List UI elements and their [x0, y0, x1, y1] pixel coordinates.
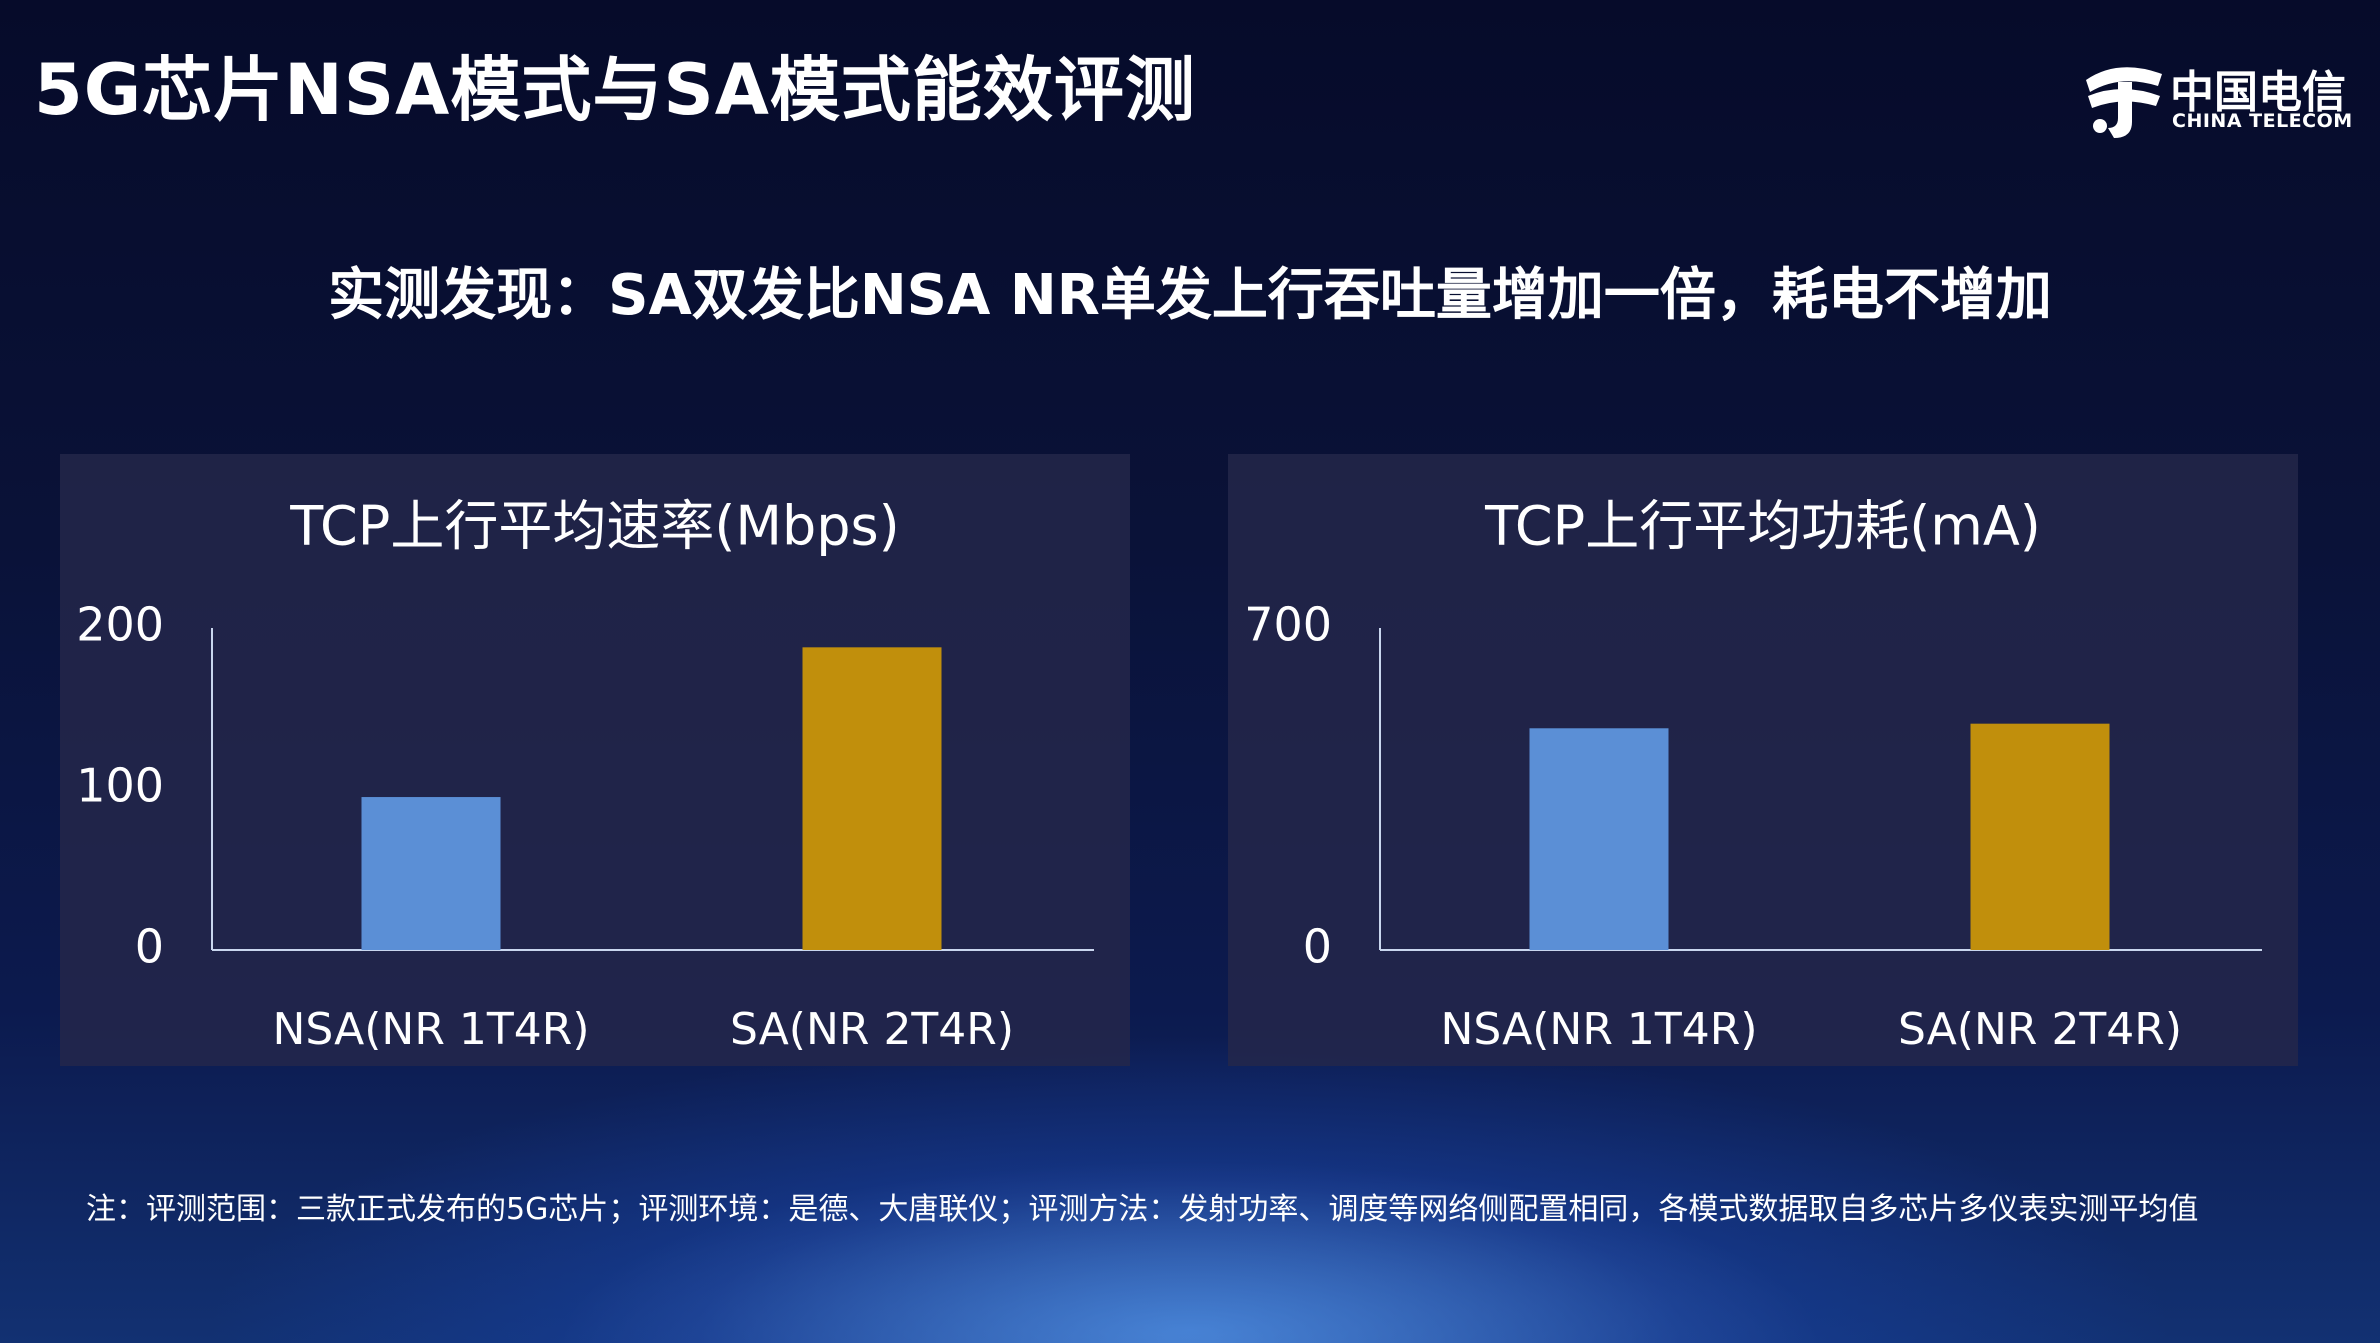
chart-panel-throughput: TCP上行平均速率(Mbps) 0 100 200 NSA(NR 1T4R) SA(NR …	[60, 454, 1130, 1066]
throughput-chart: TCP上行平均速率(Mbps) 0 100 200 NSA(NR 1T4R) SA(NR …	[76, 495, 1094, 1055]
bar-sa	[802, 647, 942, 950]
slide-title: 5G芯片NSA模式与SA模式能效评测	[34, 49, 1196, 131]
y-tick-label: 100	[76, 759, 164, 813]
bar-sa	[1970, 723, 2110, 950]
x-category-label: SA(NR 2T4R)	[730, 1004, 1014, 1055]
chart-panel-power: TCP上行平均功耗(mA) 0 700 NSA(NR 1T4R) SA(NR 2T4R)	[1228, 454, 2298, 1066]
y-tick-label: 0	[135, 920, 164, 974]
y-tick-label: 0	[1303, 920, 1332, 974]
subtitle: 实测发现：SA双发比NSA NR单发上行吞吐量增加一倍，耗电不增加	[328, 263, 2052, 328]
x-category-label: NSA(NR 1T4R)	[272, 1004, 589, 1055]
chart-title: TCP上行平均功耗(mA)	[1484, 495, 2041, 558]
bar-nsa	[1529, 728, 1669, 950]
bar-nsa	[361, 797, 501, 950]
logo-text-cn: 中国电信	[2170, 67, 2346, 118]
china-telecom-logo-icon	[2086, 67, 2162, 138]
y-tick-label: 200	[76, 598, 164, 652]
chart-title: TCP上行平均速率(Mbps)	[289, 495, 900, 558]
x-category-label: NSA(NR 1T4R)	[1440, 1004, 1757, 1055]
power-chart: TCP上行平均功耗(mA) 0 700 NSA(NR 1T4R) SA(NR 2T4R)	[1244, 495, 2262, 1055]
x-category-label: SA(NR 2T4R)	[1898, 1004, 2182, 1055]
logo-text-en: CHINA TELECOM	[2172, 110, 2353, 132]
footnote: 注：评测范围：三款正式发布的5G芯片；评测环境：是德、大唐联仪；评测方法：发射功…	[86, 1192, 2199, 1227]
y-tick-label: 700	[1244, 598, 1332, 652]
company-logo: 中国电信 CHINA TELECOM	[2078, 52, 2352, 142]
